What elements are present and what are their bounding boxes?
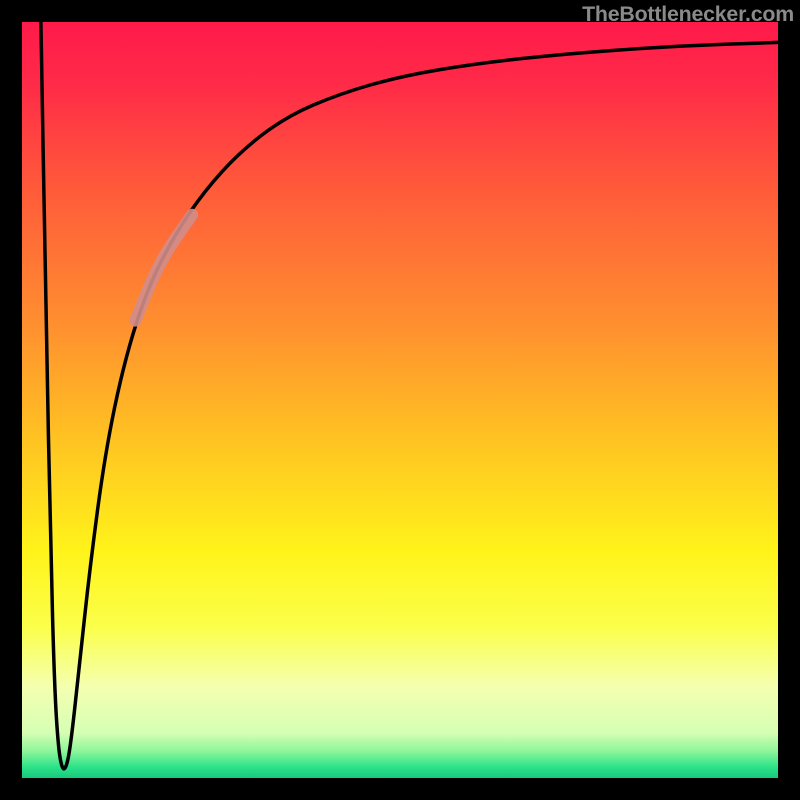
- bottleneck-chart: [0, 0, 800, 800]
- watermark-text: TheBottlenecker.com: [582, 2, 794, 27]
- chart-container: { "watermark": { "text": "TheBottlenecke…: [0, 0, 800, 800]
- plot-background: [22, 22, 778, 778]
